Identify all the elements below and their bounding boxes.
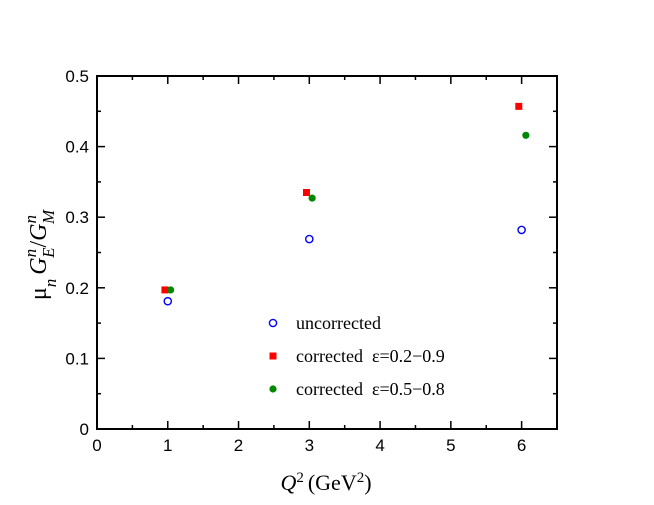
x-tick-label: 0 bbox=[92, 436, 101, 455]
x-label-sup: 2 bbox=[296, 470, 304, 486]
x-tick-label: 1 bbox=[163, 436, 172, 455]
y-tick-label: 0.3 bbox=[65, 208, 89, 227]
data-point-series-2 bbox=[308, 194, 316, 202]
y-tick-label: 0.2 bbox=[65, 279, 89, 298]
x-label-unit-close: ) bbox=[364, 470, 371, 495]
tick-labels: 0 1 2 3 4 5 6 0 0.1 0.2 0.3 0.4 0.5 bbox=[65, 67, 526, 455]
plot-frame bbox=[96, 75, 558, 430]
x-tick-label: 3 bbox=[305, 436, 314, 455]
data-point-series-1 bbox=[302, 188, 310, 196]
x-label-unit-open: (GeV bbox=[308, 470, 357, 495]
y-label-gm-sup: n bbox=[21, 215, 40, 224]
x-label-unit-sup: 2 bbox=[357, 470, 365, 486]
y-label-ge-sub: E bbox=[39, 247, 58, 259]
x-tick-label: 4 bbox=[375, 436, 384, 455]
data-point-series-2 bbox=[522, 131, 530, 139]
data-point-series-0 bbox=[163, 296, 173, 306]
x-tick-label: 6 bbox=[517, 436, 526, 455]
y-tick-label: 0.4 bbox=[65, 138, 89, 157]
y-tick-label: 0 bbox=[80, 420, 89, 439]
y-label-mu: μ bbox=[26, 287, 52, 300]
data-point-series-1 bbox=[515, 102, 523, 110]
y-label-ge-sup: n bbox=[21, 249, 40, 258]
axis-ticks bbox=[96, 75, 558, 430]
y-tick-label: 0.1 bbox=[65, 349, 89, 368]
y-label-gm: G bbox=[26, 224, 52, 241]
data-point-series-2 bbox=[167, 286, 175, 294]
x-axis-label: Q2 (GeV2) bbox=[280, 470, 371, 495]
legend-label-corrected-02-09: corrected ε=0.2−0.9 bbox=[296, 346, 445, 366]
data-point-series-0 bbox=[305, 234, 314, 244]
legend-marker-corrected-05-08 bbox=[269, 385, 277, 393]
y-label-ge: G bbox=[26, 257, 52, 274]
y-label-slash: / bbox=[26, 241, 52, 248]
y-tick-label: 0.5 bbox=[65, 67, 89, 86]
legend-marker-uncorrected bbox=[268, 318, 278, 328]
legend-label-corrected-05-08: corrected ε=0.5−0.8 bbox=[296, 379, 445, 399]
y-label-mu-sub: n bbox=[41, 279, 60, 288]
y-label-gm-sub: M bbox=[39, 209, 58, 225]
data-points bbox=[161, 102, 530, 306]
y-axis-label: μnGnE/GnM bbox=[21, 209, 60, 300]
legend: uncorrected corrected ε=0.2−0.9 correcte… bbox=[268, 313, 445, 399]
x-tick-label: 2 bbox=[234, 436, 243, 455]
legend-marker-corrected-02-09 bbox=[269, 352, 277, 360]
legend-label-uncorrected: uncorrected bbox=[296, 313, 381, 333]
x-tick-label: 5 bbox=[446, 436, 455, 455]
data-point-series-0 bbox=[517, 225, 526, 235]
x-label-base: Q bbox=[280, 470, 296, 495]
data-point-series-1 bbox=[161, 286, 169, 294]
